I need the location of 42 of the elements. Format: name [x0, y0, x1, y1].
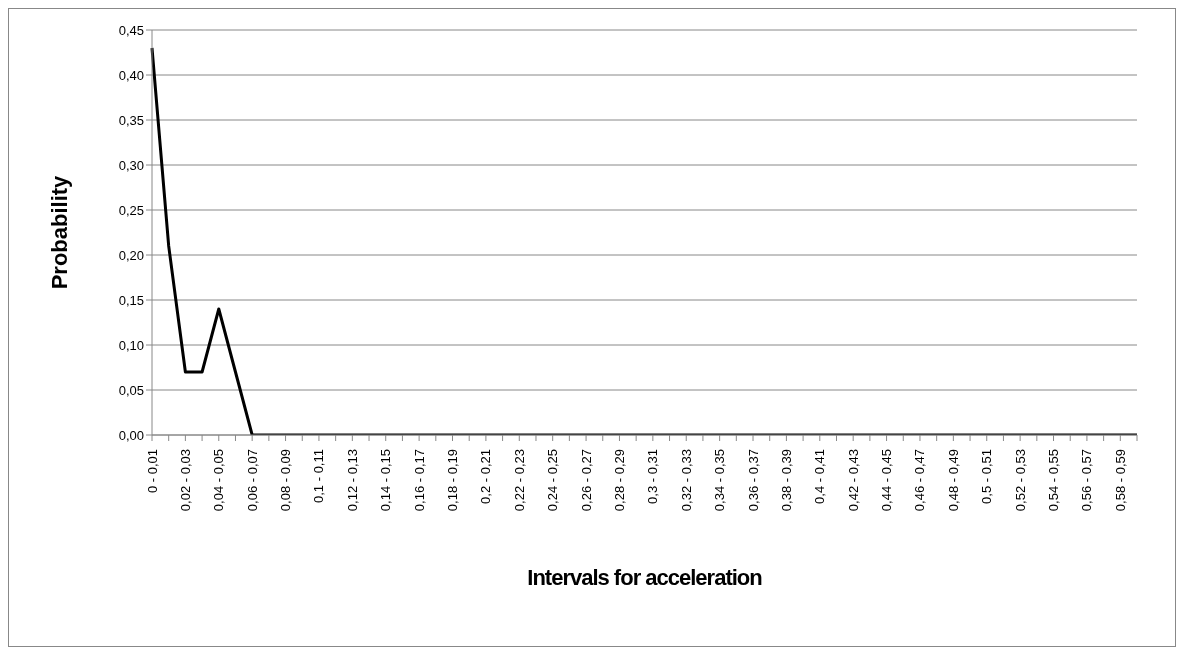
x-tick-label: 0,2 - 0,21	[478, 449, 494, 504]
y-tick-label: 0,05	[118, 382, 144, 398]
x-tick-label: 0,28 - 0,29	[611, 449, 627, 512]
x-tick-label: 0,4 - 0,41	[812, 449, 828, 504]
y-tick-label: 0,40	[118, 67, 144, 83]
y-tick-label: 0,25	[118, 202, 144, 218]
y-tick-label: 0,30	[118, 157, 144, 173]
x-tick-label: 0,12 - 0,13	[344, 449, 360, 512]
x-tick-label: 0,1 - 0,11	[311, 449, 327, 503]
x-tick-label: 0,38 - 0,39	[778, 449, 794, 512]
x-tick-label: 0,5 - 0,51	[979, 449, 995, 504]
x-tick-label: 0,06 - 0,07	[244, 449, 260, 512]
x-tick-label: 0,36 - 0,37	[745, 449, 761, 512]
x-tick-label: 0,02 - 0,03	[177, 449, 193, 512]
x-tick-label: 0,14 - 0,15	[378, 449, 394, 512]
x-tick-label: 0,3 - 0,31	[645, 449, 661, 504]
x-tick-label: 0,08 - 0,09	[278, 449, 294, 512]
x-tick-label: 0,46 - 0,47	[912, 449, 928, 512]
x-tick-label: 0,34 - 0,35	[712, 449, 728, 512]
y-tick-label: 0,35	[118, 112, 144, 128]
x-tick-label: 0,32 - 0,33	[678, 449, 694, 512]
x-axis-title: Intervals for acceleration	[527, 565, 763, 590]
x-tick-label: 0,54 - 0,55	[1046, 449, 1062, 512]
x-tick-label: 0,26 - 0,27	[578, 449, 594, 512]
x-tick-label: 0,52 - 0,53	[1012, 449, 1028, 512]
y-tick-label: 0,00	[118, 427, 144, 443]
x-tick-label: 0,58 - 0,59	[1112, 449, 1128, 512]
x-tick-label: 0,24 - 0,25	[545, 449, 561, 512]
x-tick-label: 0,44 - 0,45	[879, 449, 895, 512]
y-tick-label: 0,10	[118, 337, 144, 353]
x-tick-label: 0 - 0,01	[144, 449, 160, 494]
x-tick-label: 0,16 - 0,17	[411, 449, 427, 512]
y-tick-label: 0,15	[118, 292, 144, 308]
y-tick-label: 0,45	[118, 22, 144, 38]
y-tick-label: 0,20	[118, 247, 144, 263]
x-tick-label: 0,04 - 0,05	[211, 449, 227, 512]
x-tick-label: 0,48 - 0,49	[945, 449, 961, 512]
x-tick-label: 0,18 - 0,19	[445, 449, 461, 512]
x-tick-label: 0,42 - 0,43	[845, 449, 861, 512]
x-tick-label: 0,22 - 0,23	[511, 449, 527, 512]
x-tick-label: 0,56 - 0,57	[1079, 449, 1095, 512]
y-axis-title: Probability	[46, 174, 72, 290]
